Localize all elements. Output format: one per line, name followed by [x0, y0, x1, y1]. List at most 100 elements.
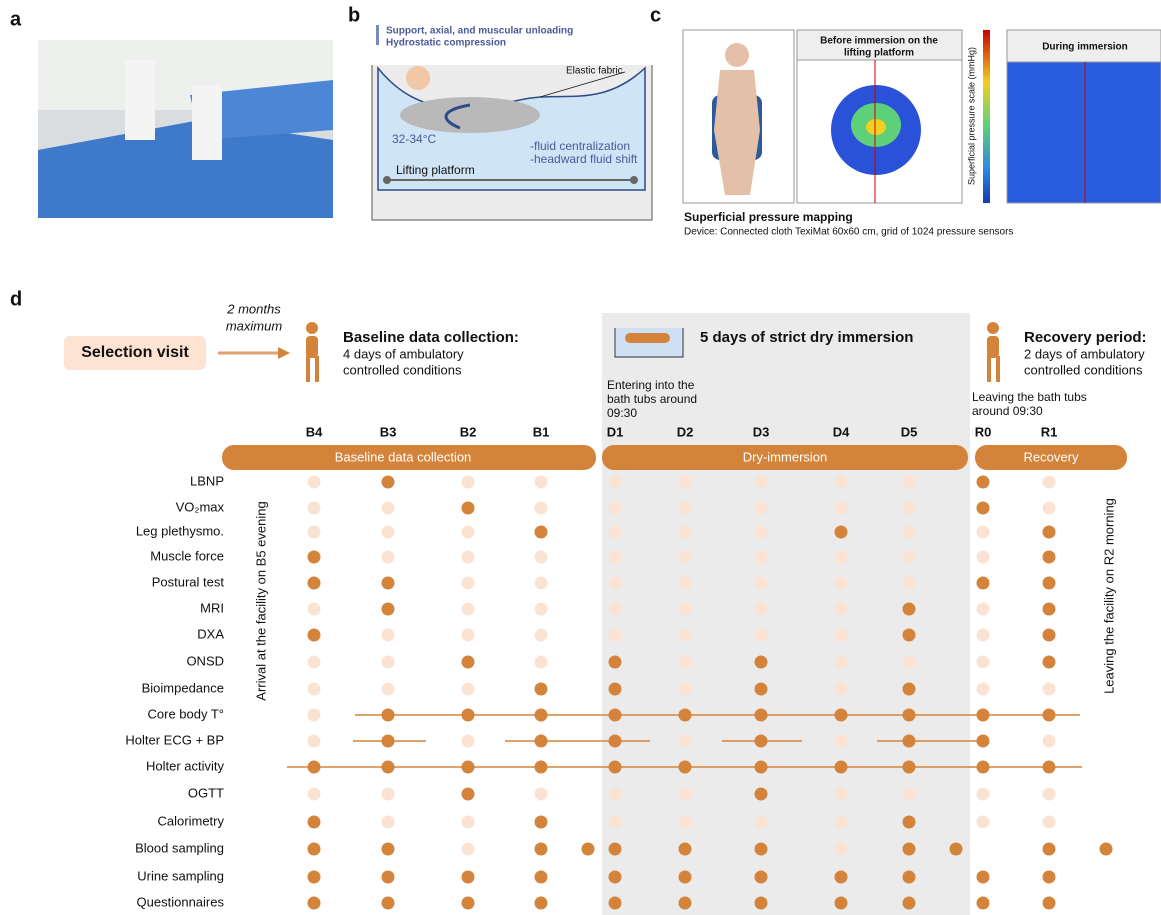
entering-note: bath tubs around — [607, 392, 697, 406]
panel-d: d Selection visit 2 months maximum Basel… — [10, 288, 1147, 915]
measure-dot — [902, 550, 916, 564]
measure-dot — [381, 682, 395, 696]
measure-dot — [381, 655, 395, 669]
fabric-label: Elastic fabric — [566, 66, 623, 77]
panel-b: b Support, axial, and muscular unloading… — [348, 4, 653, 221]
day-label: B3 — [380, 424, 397, 439]
measure-dot — [381, 870, 395, 884]
bullet: Support, axial, and muscular unloading — [386, 26, 573, 37]
measure-dot — [976, 602, 990, 616]
measure-dot — [1042, 734, 1056, 748]
measure-dot — [754, 870, 768, 884]
measure-dot — [834, 602, 848, 616]
measure-dot — [381, 787, 395, 801]
baseline-text: 4 days of ambulatory — [343, 346, 464, 361]
silhouette-head — [725, 43, 749, 67]
measure-dot — [461, 870, 475, 884]
measure-dot — [678, 760, 692, 774]
measure-dot — [678, 525, 692, 539]
measure-dot — [902, 525, 916, 539]
leaving-note: around 09:30 — [972, 404, 1043, 418]
silhouette — [714, 70, 760, 195]
map-header — [796, 29, 963, 61]
measure-dot — [902, 475, 916, 489]
measure-dot — [608, 708, 622, 722]
measure-dot — [834, 576, 848, 590]
measure-dot — [902, 602, 916, 616]
day-label: R1 — [1041, 424, 1058, 439]
lying-icon — [625, 333, 670, 343]
platform-label: Lifting platform — [396, 163, 475, 177]
measure-dot — [834, 842, 848, 856]
measure-dot — [307, 576, 321, 590]
phase-label: Recovery — [1024, 449, 1079, 464]
measure-dot — [834, 655, 848, 669]
measure-dot — [1042, 842, 1056, 856]
day-label: D5 — [901, 424, 918, 439]
measure-dot — [834, 682, 848, 696]
measure-dot — [307, 475, 321, 489]
measure-dot — [834, 628, 848, 642]
measure-dot — [307, 655, 321, 669]
measure-dot — [976, 708, 990, 722]
measure-dot — [461, 896, 475, 910]
measure-dot — [754, 760, 768, 774]
measure-dot — [534, 576, 548, 590]
measure-dot — [902, 870, 916, 884]
measure-dot — [534, 896, 548, 910]
measure-dot — [608, 576, 622, 590]
measure-dot — [678, 815, 692, 829]
measure-dot — [754, 628, 768, 642]
measure-dot — [678, 501, 692, 515]
person — [125, 60, 155, 140]
measure-dot — [534, 815, 548, 829]
day-label: B1 — [533, 424, 550, 439]
measure-dot — [608, 525, 622, 539]
day-label: R0 — [975, 424, 992, 439]
phase-label: Baseline data collection — [335, 449, 472, 464]
effect: -fluid centralization — [530, 139, 630, 153]
bath — [190, 80, 333, 140]
measure-dot — [902, 576, 916, 590]
measure-dot — [678, 576, 692, 590]
measure-dot — [307, 682, 321, 696]
measure-dot — [754, 655, 768, 669]
measure-dot — [902, 708, 916, 722]
measure-dot — [976, 815, 990, 829]
measure-dot — [534, 760, 548, 774]
measure-dot — [534, 525, 548, 539]
measure-dot — [461, 655, 475, 669]
measure-dot — [834, 550, 848, 564]
measure-dot — [834, 525, 848, 539]
day-label: B4 — [306, 424, 323, 439]
measure-dot — [1042, 896, 1056, 910]
row-label: MRI — [200, 600, 224, 615]
person — [192, 85, 222, 160]
measure-dot — [461, 708, 475, 722]
day-label: D3 — [753, 424, 770, 439]
measure-dot — [754, 576, 768, 590]
measure-dot — [1042, 760, 1056, 774]
measure-dot — [534, 842, 548, 856]
measure-dot — [902, 760, 916, 774]
measure-dot — [976, 734, 990, 748]
measure-dot — [461, 550, 475, 564]
arrival-note: Arrival at the facility on B5 evening — [253, 501, 268, 700]
measure-dot — [976, 475, 990, 489]
caption: Superficial pressure mapping — [684, 210, 853, 224]
measure-dot — [461, 815, 475, 829]
bullet: Hydrostatic compression — [386, 38, 506, 49]
measure-dot — [754, 708, 768, 722]
entering-note: 09:30 — [607, 406, 637, 420]
measure-dot — [307, 550, 321, 564]
measure-dot — [976, 628, 990, 642]
row-label: DXA — [197, 626, 224, 641]
measure-dot — [754, 787, 768, 801]
entering-note: Entering into the — [607, 378, 695, 392]
measure-dot — [307, 787, 321, 801]
measure-dot — [949, 842, 963, 856]
measure-dot — [461, 475, 475, 489]
temperature: 32-34°C — [392, 132, 436, 146]
measure-dot — [381, 896, 395, 910]
